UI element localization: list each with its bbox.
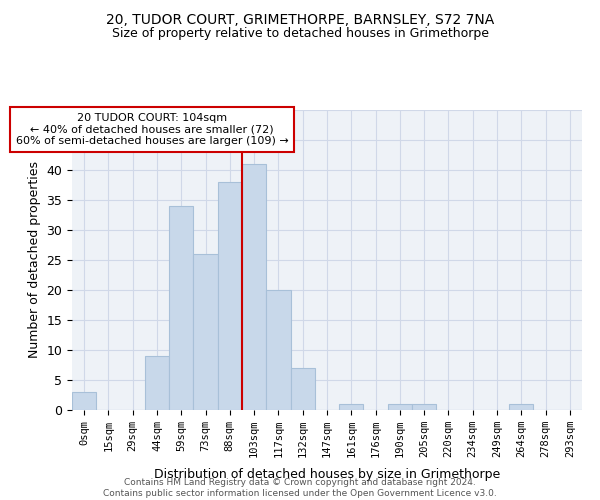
Text: 20 TUDOR COURT: 104sqm
← 40% of detached houses are smaller (72)
60% of semi-det: 20 TUDOR COURT: 104sqm ← 40% of detached… — [16, 113, 289, 146]
Bar — [193, 254, 218, 410]
Bar — [218, 182, 242, 410]
Text: Contains HM Land Registry data © Crown copyright and database right 2024.
Contai: Contains HM Land Registry data © Crown c… — [103, 478, 497, 498]
X-axis label: Distribution of detached houses by size in Grimethorpe: Distribution of detached houses by size … — [154, 468, 500, 481]
Text: Size of property relative to detached houses in Grimethorpe: Size of property relative to detached ho… — [112, 28, 488, 40]
Text: 20, TUDOR COURT, GRIMETHORPE, BARNSLEY, S72 7NA: 20, TUDOR COURT, GRIMETHORPE, BARNSLEY, … — [106, 12, 494, 26]
Bar — [72, 392, 96, 410]
Bar — [339, 404, 364, 410]
Bar — [266, 290, 290, 410]
Bar — [145, 356, 169, 410]
Bar — [290, 368, 315, 410]
Bar — [388, 404, 412, 410]
Y-axis label: Number of detached properties: Number of detached properties — [28, 162, 41, 358]
Bar — [169, 206, 193, 410]
Bar — [509, 404, 533, 410]
Bar — [242, 164, 266, 410]
Bar — [412, 404, 436, 410]
